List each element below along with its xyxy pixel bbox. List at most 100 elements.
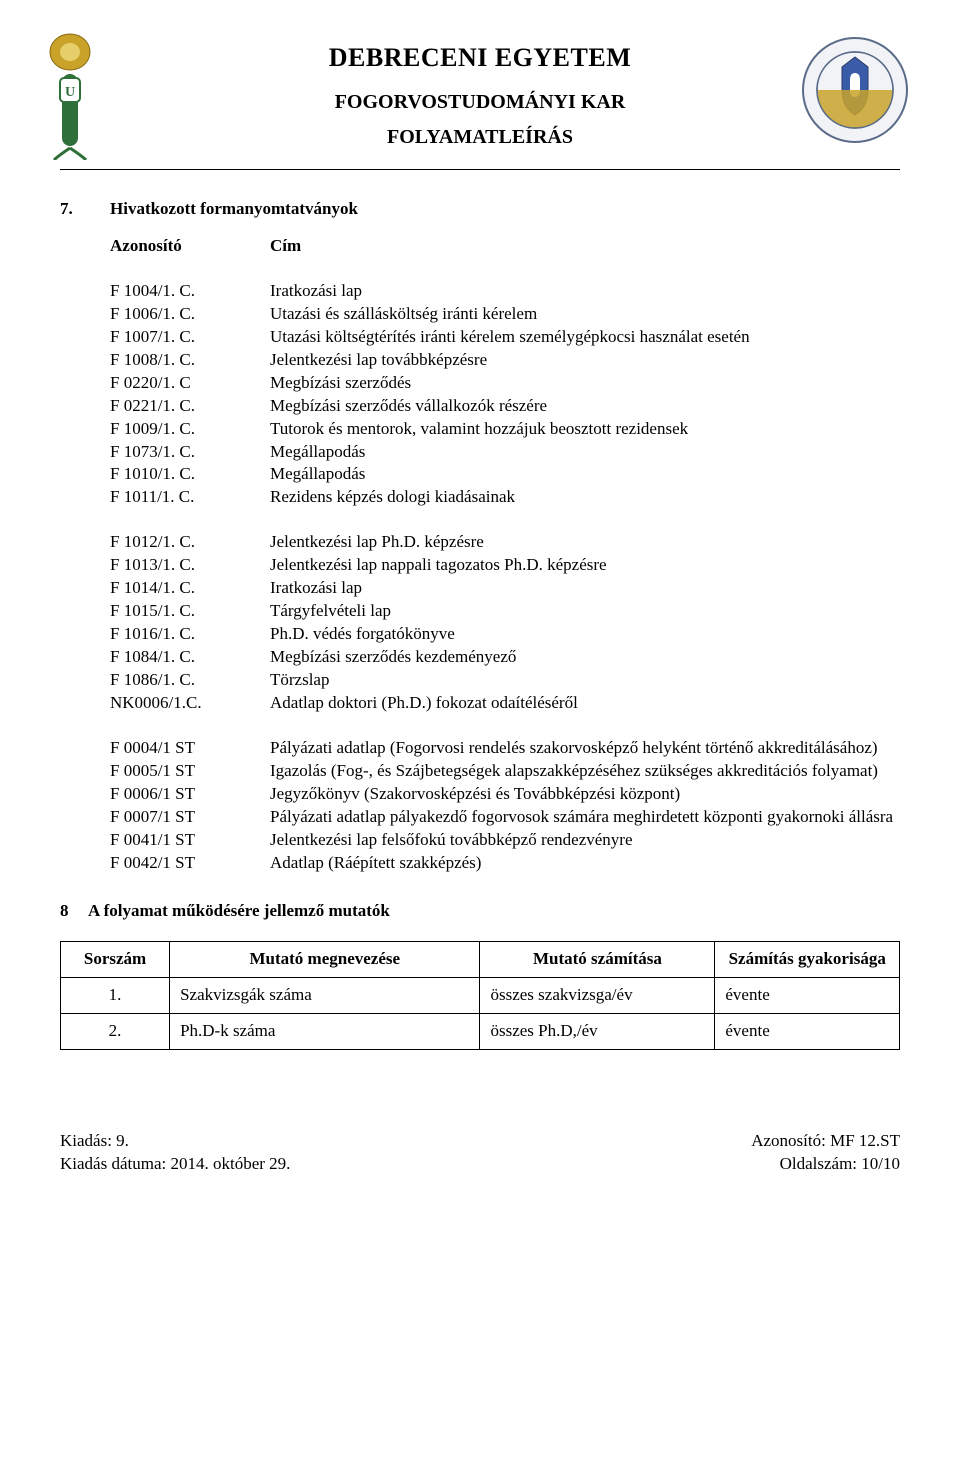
university-crest-icon: U [40, 30, 100, 160]
list-item: F 0220/1. CMegbízási szerződés [110, 372, 900, 395]
form-title: Iratkozási lap [270, 280, 900, 303]
form-id: F 0006/1 ST [110, 783, 270, 806]
form-title: Adatlap doktori (Ph.D.) fokozat odaítélé… [270, 692, 900, 715]
form-list-group-1: F 1004/1. C.Iratkozási lapF 1006/1. C.Ut… [60, 280, 900, 509]
metric-freq: évente [715, 978, 900, 1014]
row-number: 2. [61, 1014, 170, 1050]
page-header: U DEBRECENI EGYETEM FOGORVOSTUDOMÁNYI KA… [60, 40, 900, 170]
list-item: F 0041/1 STJelentkezési lap felsőfokú to… [110, 829, 900, 852]
form-id: F 0007/1 ST [110, 806, 270, 829]
section-8-heading: 8 A folyamat működésére jellemző mutatók [60, 900, 900, 923]
form-title: Utazási és szállásköltség iránti kérelem [270, 303, 900, 326]
list-item: F 1012/1. C.Jelentkezési lap Ph.D. képzé… [110, 531, 900, 554]
list-item: F 0005/1 STIgazolás (Fog-, és Szájbetegs… [110, 760, 900, 783]
list-item: F 1016/1. C.Ph.D. védés forgatókönyve [110, 623, 900, 646]
table-column-header: Mutató megnevezése [170, 942, 480, 978]
row-number: 1. [61, 978, 170, 1014]
page-footer: Kiadás: 9. Kiadás dátuma: 2014. október … [60, 1130, 900, 1176]
list-item: F 1010/1. C.Megállapodás [110, 463, 900, 486]
form-title: Megbízási szerződés vállalkozók részére [270, 395, 900, 418]
list-item: F 0007/1 STPályázati adatlap pályakezdő … [110, 806, 900, 829]
form-id: F 1009/1. C. [110, 418, 270, 441]
document-type: FOLYAMATLEÍRÁS [60, 124, 900, 151]
table-column-header: Mutató számítása [480, 942, 715, 978]
metrics-table: SorszámMutató megnevezéseMutató számítás… [60, 941, 900, 1050]
form-id: F 1016/1. C. [110, 623, 270, 646]
table-column-header: Sorszám [61, 942, 170, 978]
list-item: F 0006/1 STJegyzőkönyv (Szakorvosképzési… [110, 783, 900, 806]
list-item: F 1073/1. C.Megállapodás [110, 441, 900, 464]
svg-text:U: U [65, 85, 75, 100]
section-7-heading: 7. Hivatkozott formanyomtatványok [60, 198, 900, 221]
form-id: F 1011/1. C. [110, 486, 270, 509]
metric-calc: összes szakvizsga/év [480, 978, 715, 1014]
form-id: F 1013/1. C. [110, 554, 270, 577]
form-id: F 1008/1. C. [110, 349, 270, 372]
form-id: F 0220/1. C [110, 372, 270, 395]
form-id: F 1010/1. C. [110, 463, 270, 486]
form-title: Jelentkezési lap nappali tagozatos Ph.D.… [270, 554, 900, 577]
form-title: Utazási költségtérítés iránti kérelem sz… [270, 326, 900, 349]
metric-name: Ph.D-k száma [170, 1014, 480, 1050]
table-header-row: SorszámMutató megnevezéseMutató számítás… [61, 942, 900, 978]
form-id: F 0221/1. C. [110, 395, 270, 418]
form-id: F 1015/1. C. [110, 600, 270, 623]
form-title: Pályázati adatlap pályakezdő fogorvosok … [270, 806, 900, 829]
list-item: F 1007/1. C.Utazási költségtérítés iránt… [110, 326, 900, 349]
metric-freq: évente [715, 1014, 900, 1050]
form-id: F 1086/1. C. [110, 669, 270, 692]
edition-date: Kiadás dátuma: 2014. október 29. [60, 1153, 290, 1176]
list-item: F 1004/1. C.Iratkozási lap [110, 280, 900, 303]
faculty-seal-icon [800, 35, 910, 145]
form-title: Megbízási szerződés [270, 372, 900, 395]
form-title: Jegyzőkönyv (Szakorvosképzési és Továbbk… [270, 783, 900, 806]
column-headers: Azonosító Cím [110, 235, 900, 258]
form-id: F 0004/1 ST [110, 737, 270, 760]
form-list-group-3: F 0004/1 STPályázati adatlap (Fogorvosi … [60, 737, 900, 875]
title-column-header: Cím [270, 235, 301, 258]
form-id: F 1006/1. C. [110, 303, 270, 326]
table-row: 2.Ph.D-k számaösszes Ph.D,/évévente [61, 1014, 900, 1050]
list-item: F 1008/1. C.Jelentkezési lap továbbképzé… [110, 349, 900, 372]
list-item: F 1006/1. C.Utazási és szállásköltség ir… [110, 303, 900, 326]
section-title: Hivatkozott formanyomtatványok [110, 198, 358, 221]
table-row: 1.Szakvizsgák számaösszes szakvizsga/évé… [61, 978, 900, 1014]
section-title: A folyamat működésére jellemző mutatók [88, 900, 390, 923]
form-title: Tutorok és mentorok, valamint hozzájuk b… [270, 418, 900, 441]
edition-label: Kiadás: 9. [60, 1130, 290, 1153]
form-id: F 1014/1. C. [110, 577, 270, 600]
form-title: Törzslap [270, 669, 900, 692]
page-number: Oldalszám: 10/10 [751, 1153, 900, 1176]
form-id: F 1004/1. C. [110, 280, 270, 303]
form-title: Adatlap (Ráépített szakképzés) [270, 852, 900, 875]
metric-calc: összes Ph.D,/év [480, 1014, 715, 1050]
form-title: Tárgyfelvételi lap [270, 600, 900, 623]
list-item: F 1084/1. C.Megbízási szerződés kezdemén… [110, 646, 900, 669]
university-name: DEBRECENI EGYETEM [60, 40, 900, 75]
form-title: Iratkozási lap [270, 577, 900, 600]
form-list-group-2: F 1012/1. C.Jelentkezési lap Ph.D. képzé… [60, 531, 900, 715]
list-item: F 1013/1. C.Jelentkezési lap nappali tag… [110, 554, 900, 577]
section-number: 7. [60, 198, 110, 221]
form-id: F 1007/1. C. [110, 326, 270, 349]
list-item: F 0004/1 STPályázati adatlap (Fogorvosi … [110, 737, 900, 760]
form-id: F 1012/1. C. [110, 531, 270, 554]
list-item: F 1009/1. C.Tutorok és mentorok, valamin… [110, 418, 900, 441]
form-title: Ph.D. védés forgatókönyve [270, 623, 900, 646]
faculty-name: FOGORVOSTUDOMÁNYI KAR [60, 89, 900, 116]
form-id: F 0005/1 ST [110, 760, 270, 783]
doc-identifier: Azonosító: MF 12.ST [751, 1130, 900, 1153]
form-id: F 0041/1 ST [110, 829, 270, 852]
list-item: F 1015/1. C.Tárgyfelvételi lap [110, 600, 900, 623]
form-title: Jelentkezési lap továbbképzésre [270, 349, 900, 372]
list-item: F 0042/1 STAdatlap (Ráépített szakképzés… [110, 852, 900, 875]
metric-name: Szakvizsgák száma [170, 978, 480, 1014]
list-item: NK0006/1.C.Adatlap doktori (Ph.D.) fokoz… [110, 692, 900, 715]
form-id: NK0006/1.C. [110, 692, 270, 715]
list-item: F 0221/1. C.Megbízási szerződés vállalko… [110, 395, 900, 418]
form-title: Megállapodás [270, 463, 900, 486]
form-title: Igazolás (Fog-, és Szájbetegségek alapsz… [270, 760, 900, 783]
list-item: F 1086/1. C.Törzslap [110, 669, 900, 692]
form-title: Megbízási szerződés kezdeményező [270, 646, 900, 669]
form-title: Megállapodás [270, 441, 900, 464]
